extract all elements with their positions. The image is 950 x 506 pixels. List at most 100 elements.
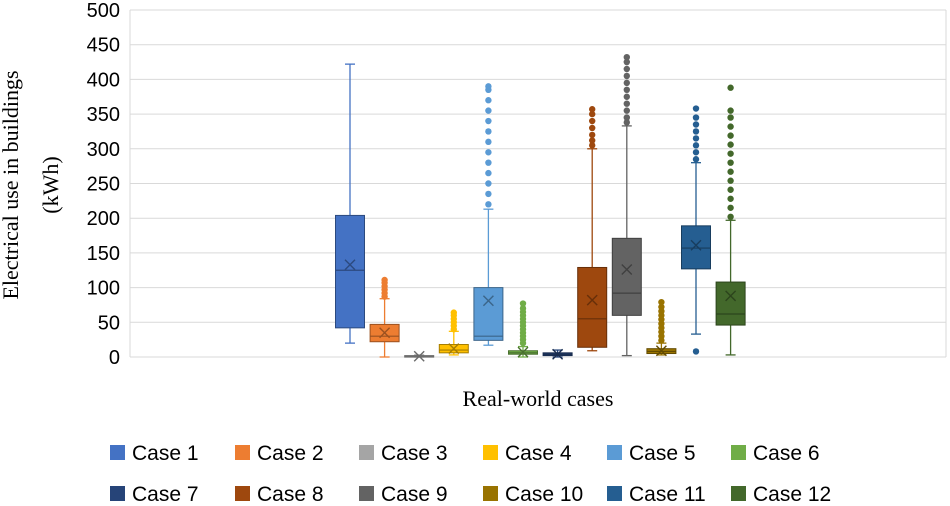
- legend-item-12: Case 12: [731, 483, 831, 506]
- y-axis-title: Electrical use in buildings: [0, 70, 23, 299]
- legend: Case 1 Case 2 Case 3 Case 4 Case 5 Case 6 Case…: [110, 442, 831, 506]
- outlier-point: [692, 348, 700, 355]
- outlier-point: [485, 128, 492, 135]
- legend-swatch: [607, 445, 622, 460]
- box-2: [369, 276, 400, 358]
- y-tick-label-50: 50: [98, 312, 120, 334]
- legend-label: Case 5: [629, 442, 696, 465]
- legend-swatch: [235, 486, 250, 501]
- box-12: [715, 84, 746, 356]
- legend-item-3: Case 3: [359, 442, 448, 465]
- box-11: [681, 105, 711, 355]
- box-7: [542, 348, 573, 360]
- outlier-point: [519, 305, 527, 312]
- y-tick-label-400: 400: [87, 69, 120, 91]
- outlier-point: [485, 107, 492, 114]
- outlier-point: [692, 156, 700, 163]
- y-tick-label-250: 250: [87, 174, 120, 196]
- mean-marker: [448, 343, 460, 355]
- legend-swatch: [483, 486, 498, 501]
- legend-item-9: Case 9: [359, 483, 448, 506]
- mean-marker: [413, 350, 425, 362]
- box-8: [577, 106, 608, 352]
- outlier-point: [589, 117, 596, 125]
- outlier-point: [658, 303, 665, 311]
- box-iqr: [715, 281, 746, 326]
- box-3: [404, 350, 435, 362]
- outlier-point: [692, 149, 700, 156]
- outlier-point: [692, 105, 700, 112]
- x-axis-title: Real-world cases: [463, 386, 614, 411]
- outlier-point: [623, 100, 630, 107]
- mean-marker: [655, 345, 667, 357]
- box-iqr: [335, 214, 365, 329]
- outlier-point: [485, 83, 492, 90]
- legend-item-2: Case 2: [235, 442, 324, 465]
- legend-label: Case 6: [753, 442, 820, 465]
- mean-marker: [552, 348, 564, 360]
- outlier-point: [692, 142, 700, 149]
- outlier-point: [658, 298, 665, 306]
- outlier-point: [623, 119, 630, 126]
- legend-swatch: [731, 445, 746, 460]
- outlier-point: [727, 84, 734, 91]
- legend-label: Case 8: [257, 483, 324, 506]
- legend-item-6: Case 6: [731, 442, 820, 465]
- legend-swatch: [110, 445, 125, 460]
- mean-marker: [344, 259, 356, 271]
- y-tick-label-200: 200: [87, 208, 120, 230]
- legend-item-11: Case 11: [607, 483, 706, 506]
- box-4: [438, 309, 469, 356]
- outlier-point: [485, 201, 492, 208]
- outlier-point: [727, 150, 734, 157]
- outlier-point: [485, 190, 492, 198]
- outlier-point: [519, 300, 527, 307]
- mean-marker: [621, 264, 633, 276]
- legend-label: Case 7: [132, 483, 199, 506]
- outlier-point: [485, 169, 492, 177]
- outlier-point: [381, 276, 388, 284]
- outlier-point: [727, 123, 734, 130]
- outlier-point: [623, 93, 630, 100]
- mean-marker: [379, 327, 391, 339]
- legend-swatch: [607, 486, 622, 501]
- mean-marker: [690, 239, 702, 251]
- box-1: [335, 63, 365, 344]
- legend-swatch: [483, 445, 498, 460]
- outlier-point: [727, 159, 734, 166]
- box-5: [473, 83, 504, 346]
- legend-label: Case 9: [381, 483, 448, 506]
- legend-item-10: Case 10: [483, 483, 583, 506]
- outlier-point: [623, 114, 630, 121]
- outlier-point: [623, 79, 630, 87]
- outlier-point: [623, 72, 630, 80]
- y-tick-label-300: 300: [87, 139, 120, 161]
- outlier-point: [727, 186, 734, 193]
- outlier-point: [623, 107, 630, 114]
- outlier-point: [485, 149, 492, 156]
- outlier-point: [485, 97, 492, 104]
- outlier-point: [692, 121, 700, 128]
- mean-marker: [586, 294, 598, 306]
- outlier-point: [485, 180, 492, 187]
- box-6: [508, 300, 538, 358]
- legend-label: Case 4: [505, 442, 572, 465]
- outlier-point: [727, 114, 734, 121]
- legend-label: Case 10: [505, 483, 583, 506]
- outlier-point: [692, 135, 700, 142]
- box-series: [335, 53, 746, 362]
- box-9: [611, 53, 642, 357]
- y-tick-label-100: 100: [87, 278, 120, 300]
- outlier-point: [485, 159, 492, 166]
- outlier-point: [727, 204, 734, 211]
- outlier-point: [589, 124, 596, 132]
- outlier-point: [692, 128, 700, 135]
- outlier-point: [589, 137, 596, 144]
- legend-swatch: [235, 445, 250, 460]
- outlier-point: [589, 131, 596, 139]
- outlier-point: [589, 106, 596, 113]
- outlier-point: [589, 142, 596, 149]
- y-axis-ticks: 0 50 100 150 200 250 300 350 400 450 500: [87, 0, 120, 369]
- outlier-point: [450, 309, 457, 316]
- box-iqr: [681, 225, 711, 270]
